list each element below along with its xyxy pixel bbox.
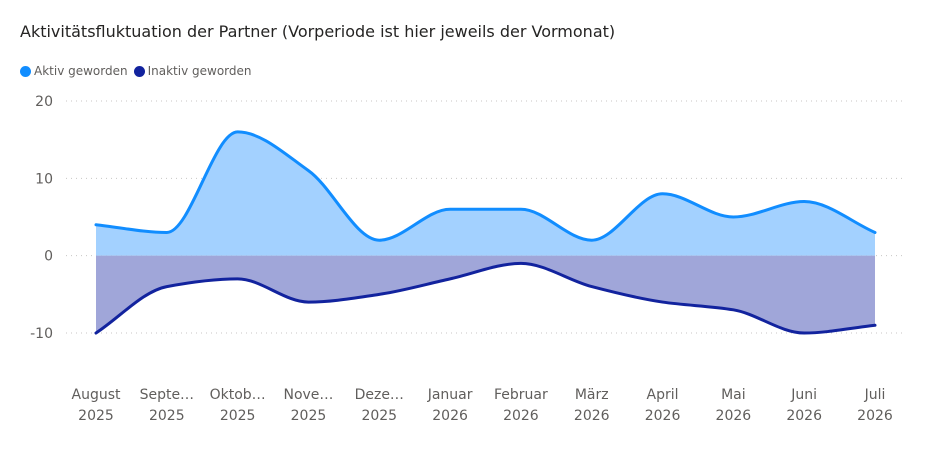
x-tick-label: Februar 2026: [494, 387, 548, 424]
x-tick-label: März 2026: [574, 387, 610, 424]
legend: Aktiv geworden Inaktiv geworden: [20, 64, 258, 78]
area-aktiv-geworden: [96, 131, 875, 256]
line-aktiv-geworden: [94, 130, 877, 242]
legend-marker-inaktiv: [133, 65, 145, 77]
legend-item-aktiv[interactable]: Aktiv geworden: [20, 64, 128, 78]
y-tick-label: 0: [44, 249, 53, 265]
x-tick-label: April 2026: [645, 387, 681, 424]
x-tick-label: Mai 2026: [716, 387, 752, 424]
line-inaktiv-geworden: [94, 261, 877, 335]
x-tick-label: Januar 2026: [427, 387, 473, 424]
x-tick-label: Oktob… 2025: [210, 387, 266, 424]
legend-label-aktiv: Aktiv geworden: [34, 64, 128, 78]
x-tick-label: Septe… 2025: [140, 387, 195, 424]
x-tick-label: Juni 2026: [786, 387, 822, 424]
y-tick-label: -10: [30, 326, 53, 342]
y-tick-label: 10: [35, 171, 53, 187]
x-tick-label: Deze… 2025: [355, 387, 404, 424]
legend-marker-aktiv: [20, 65, 31, 77]
chart-title: Aktivitätsfluktuation der Partner (Vorpe…: [20, 22, 616, 41]
legend-label-inaktiv: Inaktiv geworden: [147, 64, 252, 78]
x-tick-label: August 2025: [72, 387, 122, 424]
legend-item-inaktiv[interactable]: Inaktiv geworden: [133, 64, 252, 78]
y-tick-label: 20: [35, 94, 53, 110]
x-tick-label: Juli 2026: [857, 387, 893, 424]
area-inaktiv-geworden: [96, 255, 875, 333]
x-tick-label: Nove… 2025: [283, 387, 333, 424]
